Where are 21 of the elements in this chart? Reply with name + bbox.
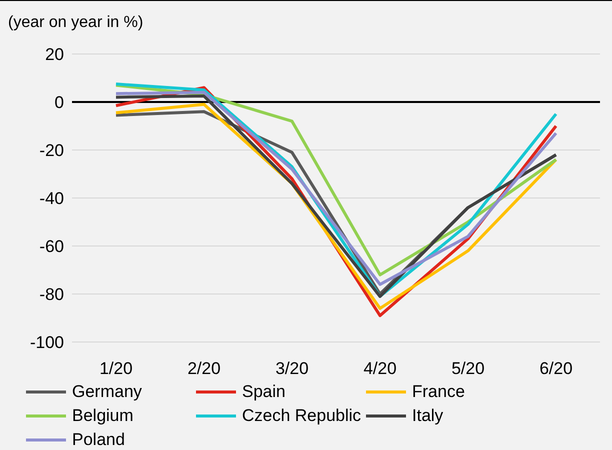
legend-label: Italy [412,406,444,426]
legend-label: Poland [72,430,125,450]
y-tick-label: -100 [30,333,64,352]
y-tick-label: -40 [39,189,64,208]
y-tick-label: -20 [39,141,64,160]
legend-label: Belgium [72,406,134,426]
chart-title: (year on year in %) [8,14,144,32]
y-tick-label: -80 [39,285,64,304]
x-tick-label: 3/20 [275,359,309,378]
legend-label: Czech Republic [242,406,362,426]
y-tick-label: 0 [54,93,64,112]
x-tick-label: 4/20 [363,359,397,378]
x-tick-label: 5/20 [451,359,485,378]
x-tick-label: 1/20 [99,359,133,378]
y-tick-label: 20 [45,45,64,64]
x-tick-label: 2/20 [187,359,221,378]
y-tick-label: -60 [39,237,64,256]
x-tick-label: 6/20 [539,359,573,378]
legend-label: Germany [72,382,142,402]
legend-label: Spain [242,382,286,402]
legend-label: France [412,382,465,402]
